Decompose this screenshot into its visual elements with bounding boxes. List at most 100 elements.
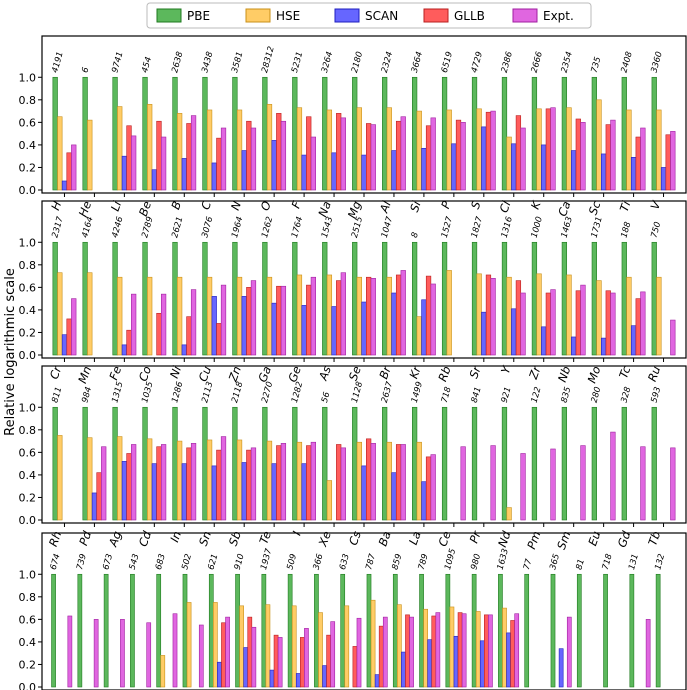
y-tick-label: 0.6 — [19, 446, 37, 459]
count-label: 1095 — [443, 548, 458, 571]
y-tick-label: 0.0 — [19, 681, 37, 690]
bar-hse — [477, 274, 482, 355]
bar-pbe — [412, 77, 417, 190]
bar-scan — [302, 464, 307, 520]
bar-pbe — [472, 77, 477, 190]
bar-gllb — [516, 281, 521, 355]
bar-pbe — [562, 407, 567, 520]
bar-gllb — [546, 109, 551, 190]
bar-hse — [187, 602, 191, 687]
bar-gllb — [336, 113, 341, 190]
legend-label: GLLB — [454, 9, 485, 23]
count-label: 131 — [627, 553, 641, 571]
y-tick-label: 0.8 — [19, 259, 37, 272]
bar-pbe — [442, 407, 447, 520]
bar-pbe — [412, 242, 417, 355]
bar-expt — [521, 453, 526, 520]
bar-gllb — [336, 281, 341, 355]
bar-pbe — [592, 77, 597, 190]
element-label: Mo — [584, 364, 603, 385]
bar-pbe — [113, 407, 118, 520]
bar-hse — [207, 110, 212, 190]
count-label: 1286 — [170, 380, 185, 404]
bar-hse — [177, 441, 182, 520]
bar-expt — [226, 617, 230, 687]
bar-hse — [387, 277, 392, 355]
bar-pbe — [314, 574, 318, 687]
bar-pbe — [292, 407, 297, 520]
bar-hse — [597, 281, 602, 355]
element-label: Eu — [585, 529, 603, 547]
count-label: 811 — [50, 386, 64, 404]
bar-pbe — [53, 407, 58, 520]
element-label: Y — [498, 363, 514, 375]
bar-pbe — [83, 407, 88, 520]
bar-pbe — [233, 77, 238, 190]
bar-pbe — [622, 242, 627, 355]
bar-scan — [302, 305, 307, 355]
bar-gllb — [516, 116, 521, 190]
bar-gllb — [127, 453, 132, 520]
count-label: 718 — [440, 385, 454, 404]
count-label: 543 — [128, 553, 142, 571]
bar-hse — [387, 108, 392, 190]
count-label: 621 — [207, 553, 221, 571]
bar-hse — [417, 317, 422, 355]
count-label: 735 — [590, 56, 604, 74]
y-tick-label: 0.6 — [19, 281, 37, 294]
y-tick-label: 0.2 — [19, 658, 37, 671]
bar-gllb — [366, 123, 371, 190]
bar-pbe — [209, 574, 213, 687]
bar-gllb — [127, 126, 132, 190]
bar-hse — [537, 109, 542, 190]
bar-scan — [601, 338, 606, 355]
bar-gllb — [336, 444, 341, 520]
bar-expt — [383, 617, 387, 687]
bar-expt — [371, 278, 376, 355]
bar-expt — [461, 447, 466, 520]
bar-hse — [424, 609, 428, 687]
bar-expt — [491, 111, 496, 190]
bar-gllb — [97, 473, 102, 520]
bar-hse — [507, 277, 512, 355]
bar-hse — [87, 120, 92, 190]
bar-gllb — [458, 613, 462, 687]
element-label: Sn — [196, 529, 214, 548]
bar-pbe — [113, 77, 118, 190]
bar-pbe — [288, 574, 292, 687]
count-label: 4191 — [50, 51, 65, 74]
count-label: 835 — [560, 386, 574, 404]
count-label: 2113 — [200, 381, 215, 404]
bar-hse — [357, 442, 362, 520]
bar-pbe — [233, 407, 238, 520]
bar-scan — [401, 652, 405, 687]
element-label: La — [406, 529, 424, 546]
count-label: 718 — [601, 552, 615, 571]
legend-label: HSE — [276, 9, 300, 23]
bar-hse — [207, 277, 212, 355]
bar-gllb — [157, 121, 162, 190]
bar-pbe — [420, 574, 424, 687]
bar-pbe — [130, 574, 134, 687]
count-label: 787 — [364, 552, 378, 571]
y-tick-label: 0.6 — [19, 613, 37, 626]
bar-pbe — [472, 574, 476, 687]
y-tick-label: 0.0 — [19, 349, 37, 362]
count-label: 3076 — [200, 215, 215, 239]
panel-4: 0.00.20.40.60.81.0Dy674Ho739Er673Tm543Yb… — [19, 533, 687, 690]
bar-hse — [417, 442, 422, 520]
bar-expt — [341, 273, 346, 355]
bar-expt — [401, 444, 406, 520]
legend-swatch — [246, 9, 270, 22]
bar-pbe — [322, 77, 327, 190]
count-label: 81 — [575, 558, 587, 571]
bar-expt — [401, 270, 406, 355]
count-label: 1543 — [320, 216, 335, 239]
bar-expt — [120, 619, 124, 687]
bar-hse — [147, 277, 152, 355]
count-label: 1764 — [290, 216, 305, 239]
bar-pbe — [52, 574, 56, 687]
bar-pbe — [442, 242, 447, 355]
bar-scan — [182, 464, 187, 520]
bar-gllb — [396, 444, 401, 520]
